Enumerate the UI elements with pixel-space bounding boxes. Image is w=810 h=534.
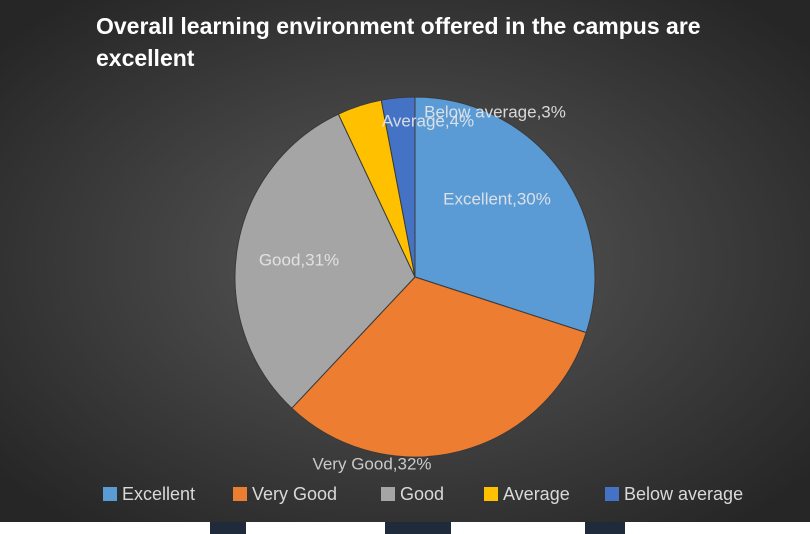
legend-label: Below average — [624, 484, 743, 504]
pie-slice — [380, 96, 416, 278]
legend-swatch — [605, 487, 619, 501]
data-label: Excellent,30% — [443, 189, 551, 208]
pie-slice — [234, 113, 416, 409]
legend-swatch — [233, 487, 247, 501]
data-label: Very Good,32% — [312, 454, 431, 473]
pie-slice — [291, 276, 587, 458]
decor — [210, 522, 246, 534]
chart-title: Overall learning environment offered in … — [96, 13, 701, 71]
legend-label: Very Good — [252, 484, 337, 504]
decor — [585, 522, 625, 534]
legend-label: Average — [503, 484, 570, 504]
legend-swatch — [484, 487, 498, 501]
legend-label: Excellent — [122, 484, 195, 504]
data-label: Below average,3% — [424, 102, 566, 121]
data-label: Good,31% — [259, 250, 339, 269]
data-label: Average,4% — [382, 111, 474, 130]
legend-label: Good — [400, 484, 444, 504]
legend-swatch — [381, 487, 395, 501]
decor — [385, 522, 451, 534]
legend-swatch — [103, 487, 117, 501]
pie-slice — [414, 96, 596, 334]
